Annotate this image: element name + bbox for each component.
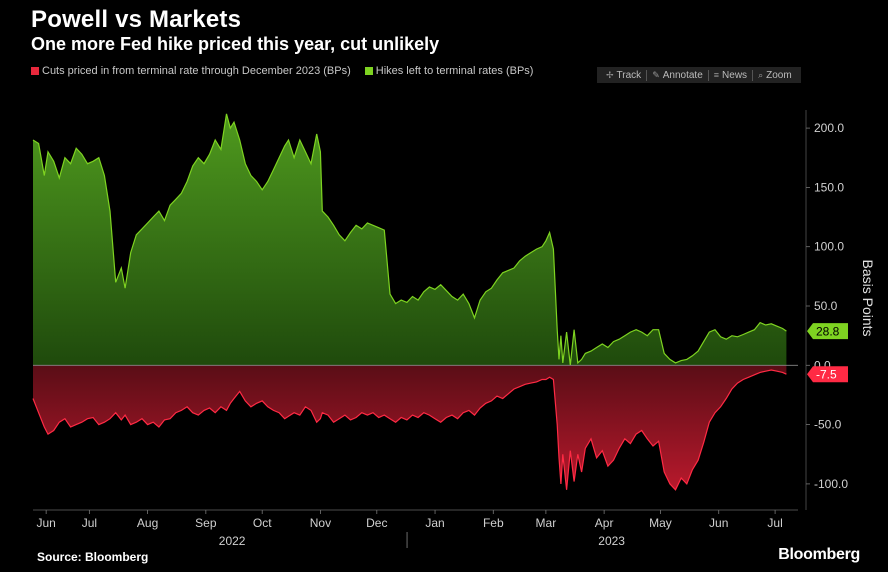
news-button[interactable]: ≡ News [709,69,754,81]
last-value-tag-cuts: -7.5 [807,366,848,383]
x-tick-label: Jul [767,516,782,530]
x-tick-label: Sep [195,516,217,530]
x-tick-label: Jul [82,516,97,530]
series-line-cuts [32,369,787,491]
x-tick-label: May [649,516,672,530]
series-line-hikes [32,113,787,366]
last-value-tag-label: 28.8 [816,325,840,339]
legend-label-hikes: Hikes left to terminal rates (BPs) [375,65,534,77]
legend-label-cuts: Cuts priced in from terminal rate throug… [42,65,351,77]
zoom-button[interactable]: ⌕ Zoom [753,70,797,81]
x-tick-label: Apr [595,516,614,530]
x-tick-label: Mar [536,516,557,530]
x-year-label: 2022 [219,534,246,548]
y-tick-label: 200.0 [814,121,844,135]
x-tick-label: Aug [137,516,158,530]
series-area-hikes [33,113,787,366]
y-tick-label: -50.0 [814,418,842,432]
page-subtitle: One more Fed hike priced this year, cut … [31,34,440,54]
annotate-button[interactable]: ✎ Annotate [647,69,709,81]
pencil-icon: ✎ [652,69,660,80]
last-value-tag-shape [807,323,848,340]
bloomberg-logo: Bloomberg [778,546,860,563]
y-tick-label: 0.0 [814,358,831,372]
annotate-label: Annotate [662,69,703,81]
track-label: Track [616,69,642,81]
legend: Cuts priced in from terminal rate throug… [31,65,547,77]
x-tick-label: Oct [253,516,272,530]
y-tick-label: 50.0 [814,299,838,313]
news-icon: ≡ [713,70,720,80]
y-axis-title: Basis Points [860,259,876,336]
x-tick-label: Dec [366,516,387,530]
magnifier-icon: ⌕ [758,69,764,80]
crosshair-icon: ✢ [606,69,614,80]
news-label: News [722,69,748,81]
legend-item-hikes[interactable]: Hikes left to terminal rates (BPs) [364,65,534,77]
x-tick-label: Jan [425,516,444,530]
y-tick-label: -100.0 [814,477,848,491]
x-tick-label: Feb [483,516,504,530]
legend-swatch-hikes [364,67,373,75]
series-area-cuts [33,365,787,490]
x-tick-label: Jun [709,516,728,530]
last-value-tag-shape [807,366,848,383]
page-title: Powell vs Markets [31,6,242,33]
last-value-tag-label: -7.5 [816,368,837,382]
source-note: Source: Bloomberg [37,550,149,564]
chart-toolbar: ✢ Track ✎ Annotate ≡ News ⌕ Zoom [597,67,801,83]
x-tick-label: Jun [36,516,55,530]
x-tick-label: Nov [310,516,331,530]
last-value-tag-hikes: 28.8 [807,323,848,340]
x-year-label: 2023 [598,534,625,548]
legend-swatch-cuts [31,67,39,75]
zoom-label: Zoom [766,69,792,81]
track-button[interactable]: ✢ Track [601,69,648,81]
y-tick-label: 100.0 [814,240,844,254]
y-tick-label: 150.0 [814,180,844,194]
legend-item-cuts[interactable]: Cuts priced in from terminal rate throug… [31,65,351,77]
